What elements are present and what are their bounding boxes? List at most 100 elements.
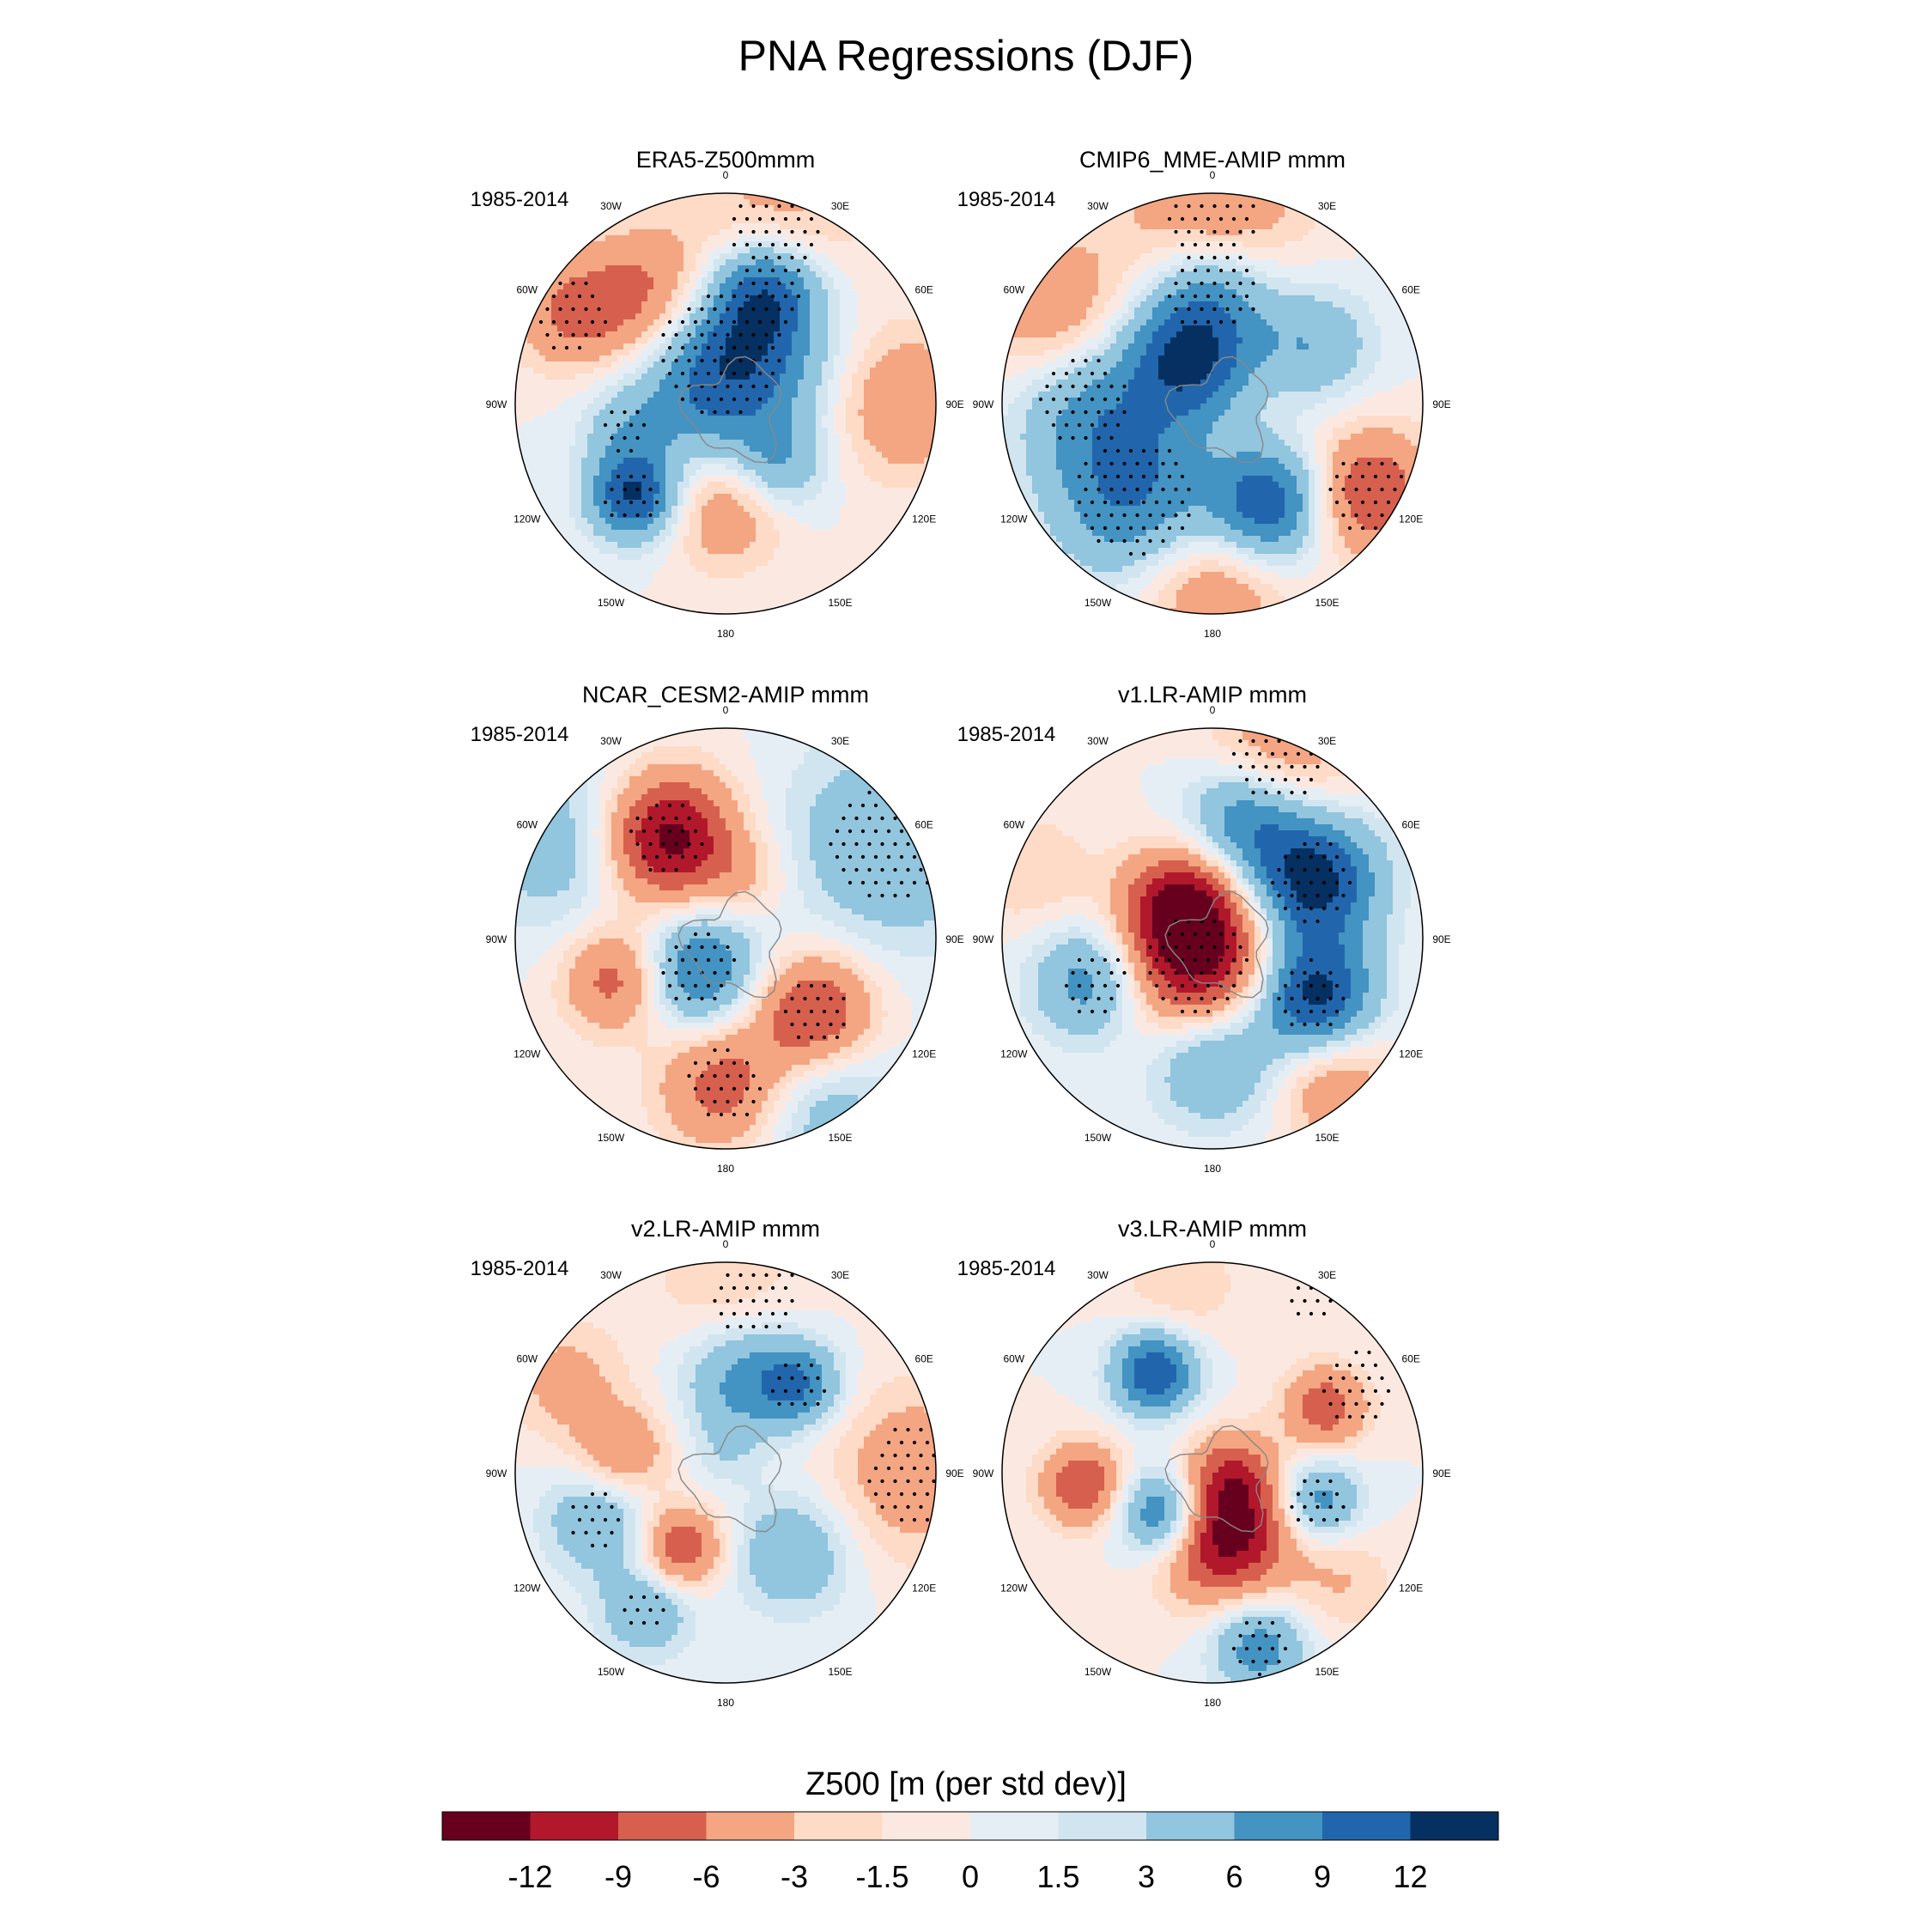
- map-panel: v1.LR-AMIP mmm 1985-2014 0 30E 60E 90E 120E 150…: [957, 682, 1451, 1175]
- colorbar-tick-label: 6: [1225, 1859, 1242, 1894]
- longitude-label: 150W: [598, 1666, 625, 1678]
- panel-title: v1.LR-AMIP mmm: [1118, 682, 1307, 708]
- panel-period-label: 1985-2014: [957, 1257, 1056, 1280]
- colorbar-swatch: [1058, 1812, 1146, 1840]
- colorbar-tick-label: 9: [1314, 1859, 1331, 1894]
- longitude-label: 60E: [915, 819, 933, 831]
- longitude-label: 60W: [1003, 1353, 1024, 1365]
- longitude-label: 60E: [1402, 1353, 1420, 1365]
- colorbar-tick-label: -9: [605, 1859, 632, 1894]
- longitude-label: 120W: [1000, 1583, 1028, 1595]
- longitude-label: 120W: [513, 1583, 541, 1595]
- longitude-label: 60W: [516, 819, 538, 831]
- longitude-label: 30E: [831, 200, 849, 212]
- contour-field: [1002, 193, 1423, 614]
- significance-stipple: [571, 1273, 936, 1625]
- colorbar-swatch: [1234, 1812, 1322, 1840]
- longitude-label: 150E: [1315, 1666, 1339, 1678]
- colorbar-swatch: [1146, 1812, 1235, 1840]
- map-boundary: [514, 727, 937, 1150]
- longitude-label: 180: [1204, 1163, 1221, 1175]
- longitude-label: 60W: [516, 1353, 538, 1365]
- colorbar: Z500 [m (per std dev)] -12 -9 -6 -3 -1.5 0 1.5…: [441, 1766, 1499, 1894]
- longitude-label: 150W: [598, 597, 625, 609]
- panel-period-label: 1985-2014: [957, 188, 1056, 211]
- panel-title: v3.LR-AMIP mmm: [1118, 1216, 1307, 1242]
- longitude-label: 90W: [973, 933, 994, 945]
- colorbar-tick-label: -12: [507, 1859, 552, 1894]
- longitude-label: 120W: [513, 513, 541, 526]
- colorbar-tick-label: 1.5: [1036, 1859, 1079, 1894]
- longitude-label: 30W: [600, 1269, 622, 1281]
- contour-field: [1002, 1262, 1423, 1683]
- longitude-label: 90E: [1432, 1467, 1450, 1479]
- longitude-label: 150E: [828, 1132, 852, 1144]
- longitude-label: 30W: [600, 735, 622, 747]
- panel-period-label: 1985-2014: [471, 723, 569, 746]
- longitude-label: 90W: [486, 398, 507, 410]
- panel-period-label: 1985-2014: [471, 188, 569, 211]
- longitude-label: 30E: [831, 735, 849, 747]
- longitude-label: 150W: [598, 1132, 625, 1144]
- longitude-label: 0: [1210, 1238, 1216, 1250]
- longitude-label: 150E: [1315, 597, 1339, 609]
- colorbar-swatch: [970, 1812, 1059, 1840]
- longitude-label: 90W: [973, 1467, 994, 1479]
- longitude-label: 30E: [1318, 735, 1336, 747]
- contour-field: [515, 193, 936, 614]
- longitude-label: 90E: [945, 398, 963, 410]
- contour-field: [515, 728, 936, 1149]
- map-panel: v2.LR-AMIP mmm 1985-2014 0 30E 60E 90E 120E 150…: [471, 1216, 964, 1709]
- colorbar-swatch: [618, 1812, 707, 1840]
- significance-stipple: [1231, 1285, 1391, 1677]
- antarctica-coastline: [1164, 890, 1269, 999]
- longitude-label: 90W: [973, 398, 994, 410]
- longitude-label: 120W: [513, 1048, 541, 1060]
- longitude-label: 180: [717, 1697, 734, 1709]
- longitude-label: 60E: [915, 284, 933, 296]
- contour-field: [1002, 728, 1423, 1149]
- colorbar-swatch: [882, 1812, 970, 1840]
- longitude-label: 90E: [945, 1467, 963, 1479]
- colorbar-tick-label: -6: [692, 1859, 720, 1894]
- antarctica-coastline: [677, 890, 782, 999]
- panel-title: NCAR_CESM2-AMIP mmm: [582, 682, 869, 708]
- map-panel: NCAR_CESM2-AMIP mmm 1985-2014 0 30E 60E 90E 12…: [471, 682, 964, 1175]
- longitude-label: 120E: [912, 1048, 936, 1060]
- longitude-label: 150W: [1084, 597, 1112, 609]
- longitude-label: 30E: [1318, 200, 1336, 212]
- longitude-label: 120W: [1000, 513, 1028, 526]
- longitude-label: 60W: [1003, 284, 1024, 296]
- longitude-label: 120E: [1399, 513, 1423, 526]
- longitude-label: 0: [1210, 704, 1216, 716]
- significance-stipple: [1064, 738, 1352, 1027]
- longitude-label: 60E: [1402, 819, 1420, 831]
- map-panel: v3.LR-AMIP mmm 1985-2014 0 30E 60E 90E 120E 150…: [957, 1216, 1451, 1709]
- longitude-label: 90W: [486, 1467, 507, 1479]
- longitude-label: 120E: [912, 513, 936, 526]
- panel-title: ERA5-Z500mmm: [636, 147, 816, 173]
- longitude-label: 120E: [1399, 1048, 1423, 1060]
- colorbar-swatch: [530, 1812, 618, 1840]
- colorbar-swatch: [1410, 1812, 1498, 1840]
- longitude-label: 90E: [1432, 398, 1450, 410]
- map-boundary: [1001, 727, 1424, 1150]
- longitude-label: 30W: [1087, 200, 1109, 212]
- longitude-label: 150E: [1315, 1132, 1339, 1144]
- longitude-label: 0: [723, 169, 729, 181]
- antarctica-coastline: [677, 355, 782, 464]
- map-panel: CMIP6_MME-AMIP mmm 1985-2014 0 30E 60E 90E 120…: [957, 147, 1451, 640]
- contour-field: [515, 1262, 936, 1683]
- antarctica-coastline: [677, 1425, 782, 1533]
- map-panel: ERA5-Z500mmm 1985-2014 0 30E 60E 90E 120E 150E 1…: [471, 147, 964, 640]
- longitude-label: 60E: [1402, 284, 1420, 296]
- longitude-label: 180: [717, 628, 734, 640]
- longitude-label: 60W: [1003, 819, 1024, 831]
- map-boundary: [1001, 1261, 1424, 1684]
- panel-period-label: 1985-2014: [471, 1257, 569, 1280]
- longitude-label: 30W: [600, 200, 622, 212]
- longitude-label: 90E: [1432, 933, 1450, 945]
- colorbar-tick-label: 12: [1393, 1859, 1427, 1894]
- longitude-label: 90W: [486, 933, 507, 945]
